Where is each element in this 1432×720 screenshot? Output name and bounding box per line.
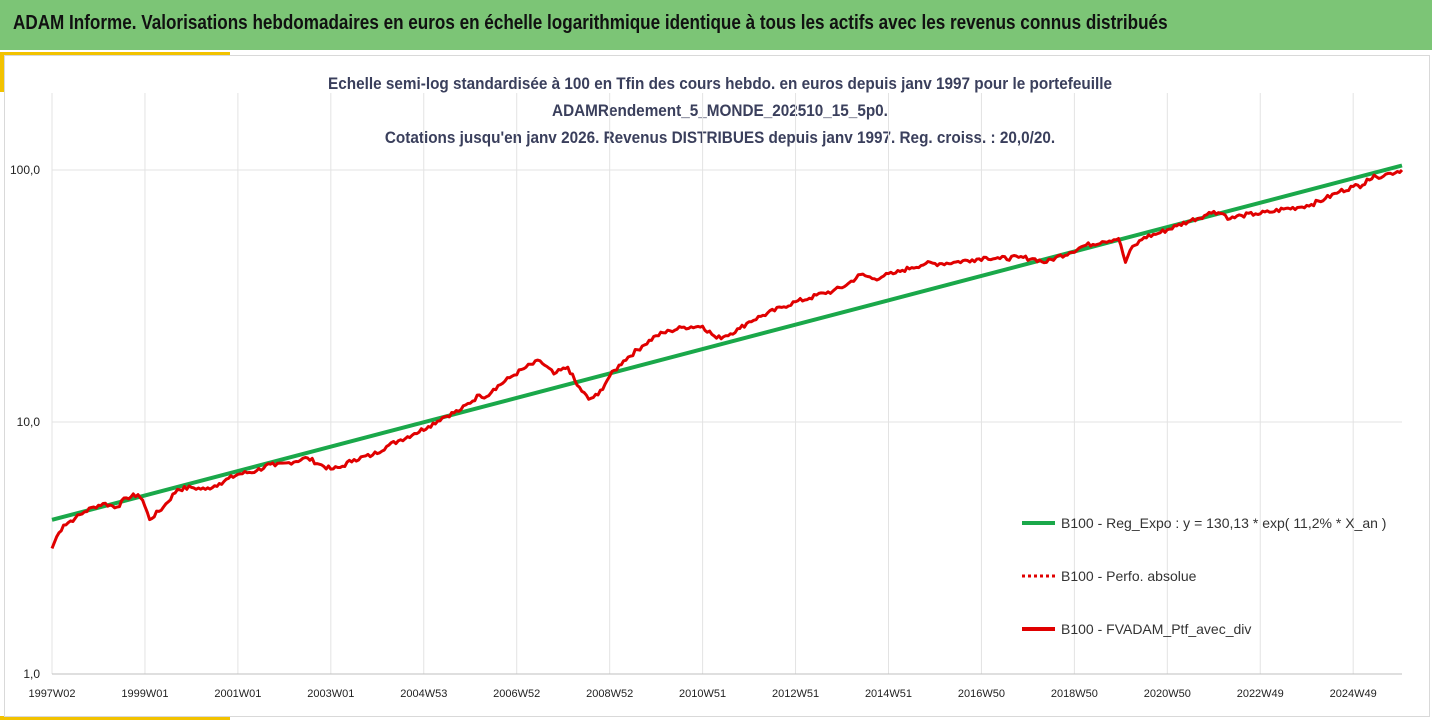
chart-title: Echelle semi-log standardisée à 100 en T… — [240, 70, 1200, 151]
x-tick-label: 1999W01 — [121, 688, 168, 700]
x-tick-label: 2012W51 — [772, 688, 819, 700]
y-tick-label: 1,0 — [23, 667, 40, 681]
x-tick-label: 2016W50 — [958, 688, 1005, 700]
chart-title-line-2: ADAMRendement_5_MONDE_202510_15_5p0. — [552, 101, 888, 120]
x-tick-label: 2014W51 — [865, 688, 912, 700]
accent-bar-bottom — [0, 716, 230, 720]
portfolio-line — [50, 168, 1404, 549]
legend-label: B100 - Reg_Expo : y = 130,13 * exp( 11,2… — [1061, 515, 1386, 531]
y-tick-label: 10,0 — [17, 415, 41, 429]
page-title: ADAM Informe. Valorisations hebdomadaire… — [13, 12, 1168, 34]
legend-label: B100 - Perfo. absolue — [1061, 568, 1197, 584]
accent-bar-left — [0, 52, 4, 92]
legend-label: B100 - FVADAM_Ptf_avec_div — [1061, 621, 1251, 637]
header-banner: ADAM Informe. Valorisations hebdomadaire… — [0, 0, 1432, 50]
chart-title-line-1: Echelle semi-log standardisée à 100 en T… — [328, 74, 1112, 93]
y-tick-label: 100,0 — [10, 163, 40, 177]
x-tick-label: 2020W50 — [1144, 688, 1191, 700]
x-tick-label: 2022W49 — [1237, 688, 1284, 700]
x-tick-label: 2018W50 — [1051, 688, 1098, 700]
x-tick-label: 2004W53 — [400, 688, 447, 700]
chart-frame — [4, 55, 1430, 717]
x-tick-label: 2010W51 — [679, 688, 726, 700]
chart-title-line-3: Cotations jusqu'en janv 2026. Revenus DI… — [384, 128, 1056, 147]
x-tick-label: 1997W02 — [28, 688, 75, 700]
x-tick-label: 2003W01 — [307, 688, 354, 700]
accent-bar-top — [0, 52, 230, 56]
x-tick-label: 2006W52 — [493, 688, 540, 700]
x-tick-label: 2008W52 — [586, 688, 633, 700]
x-tick-label: 2024W49 — [1330, 688, 1377, 700]
x-tick-label: 2001W01 — [214, 688, 261, 700]
